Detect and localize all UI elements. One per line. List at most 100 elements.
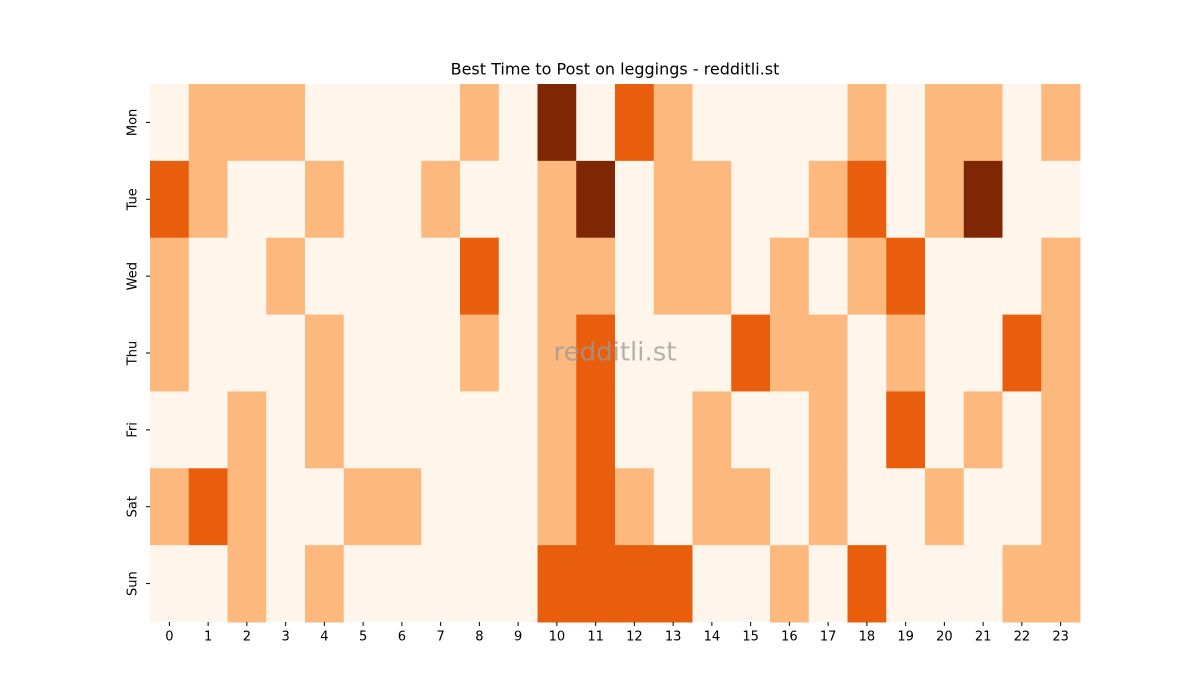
x-tick-label: 1	[204, 630, 212, 645]
heatmap-cell	[150, 237, 190, 316]
heatmap-cell	[847, 468, 887, 546]
heatmap-cell	[847, 237, 887, 316]
heatmap-cell	[963, 391, 1003, 469]
heatmap-cell	[731, 237, 771, 316]
heatmap-cell	[770, 391, 810, 469]
heatmap-cell	[188, 237, 228, 316]
heatmap-cell	[808, 160, 848, 239]
heatmap-cell	[1041, 545, 1081, 623]
heatmap-cell	[421, 84, 461, 162]
heatmap-cell	[537, 545, 577, 623]
heatmap-cell	[227, 545, 267, 623]
heatmap-cell	[692, 468, 732, 546]
heatmap-cell	[421, 237, 461, 316]
heatmap-cell	[653, 84, 693, 162]
heatmap-cell	[343, 391, 383, 469]
x-tick-label: 23	[1052, 630, 1069, 645]
heatmap-cell	[1002, 314, 1042, 392]
heatmap-cell	[266, 314, 306, 392]
heatmap-cell	[770, 237, 810, 316]
heatmap-cell	[808, 391, 848, 469]
heatmap-cell	[421, 314, 461, 392]
heatmap-cell	[227, 84, 267, 162]
heatmap-cell	[653, 545, 693, 623]
heatmap-cell	[576, 314, 616, 392]
heatmap-cell	[653, 468, 693, 546]
heatmap-cell	[847, 545, 887, 623]
x-tick-label: 12	[626, 630, 643, 645]
heatmap-cell	[731, 314, 771, 392]
heatmap-cell	[343, 160, 383, 239]
heatmap-cell	[1002, 545, 1042, 623]
heatmap-cell	[886, 237, 926, 316]
heatmap-cell	[460, 160, 500, 239]
heatmap-cell	[498, 314, 538, 392]
heatmap-cell	[537, 314, 577, 392]
x-tick-label: 22	[1014, 630, 1031, 645]
heatmap-cell	[227, 237, 267, 316]
heatmap-cell	[653, 160, 693, 239]
heatmap-cell	[731, 468, 771, 546]
heatmap-cell	[886, 314, 926, 392]
x-tick-label: 19	[897, 630, 914, 645]
x-tick-label: 6	[398, 630, 406, 645]
heatmap-cell	[1041, 391, 1081, 469]
heatmap-cell	[963, 160, 1003, 239]
heatmap-cell	[925, 468, 965, 546]
heatmap-cell	[343, 314, 383, 392]
heatmap-cell	[266, 468, 306, 546]
heatmap-cell	[692, 314, 732, 392]
heatmap-cell	[808, 237, 848, 316]
heatmap-cell	[421, 160, 461, 239]
heatmap-cell	[498, 160, 538, 239]
heatmap-cell	[343, 545, 383, 623]
heatmap-cell	[460, 237, 500, 316]
heatmap-cell	[421, 545, 461, 623]
heatmap-cell	[1041, 237, 1081, 316]
heatmap-cell	[460, 314, 500, 392]
heatmap-cell	[188, 545, 228, 623]
y-tick-label: Sat	[126, 496, 141, 517]
x-tick-label: 2	[243, 630, 251, 645]
heatmap-cell	[615, 84, 655, 162]
x-tick-label: 13	[665, 630, 682, 645]
heatmap-cell	[266, 545, 306, 623]
x-tick-label: 18	[859, 630, 876, 645]
heatmap-cell	[653, 314, 693, 392]
heatmap-cell	[808, 314, 848, 392]
heatmap-cell	[188, 468, 228, 546]
heatmap-cell	[963, 468, 1003, 546]
x-tick-label: 21	[975, 630, 992, 645]
heatmap-cell	[1002, 84, 1042, 162]
heatmap-cell	[576, 545, 616, 623]
y-tick-label: Fri	[126, 422, 141, 438]
heatmap-cell	[615, 468, 655, 546]
heatmap-cell	[576, 468, 616, 546]
heatmap-cell	[227, 160, 267, 239]
y-tick-label: Wed	[126, 262, 141, 290]
heatmap-cell	[731, 391, 771, 469]
x-tick-label: 3	[281, 630, 289, 645]
heatmap-cell	[266, 237, 306, 316]
heatmap-cell	[1002, 237, 1042, 316]
heatmap-cell	[770, 84, 810, 162]
heatmap-cell	[382, 545, 422, 623]
heatmap-cell	[615, 160, 655, 239]
heatmap-cell	[1041, 468, 1081, 546]
heatmap-cell	[498, 237, 538, 316]
heatmap-cell	[498, 391, 538, 469]
heatmap-cell	[537, 468, 577, 546]
heatmap-cell	[537, 160, 577, 239]
heatmap-cell	[847, 84, 887, 162]
heatmap-cell	[1041, 314, 1081, 392]
heatmap-cell	[963, 314, 1003, 392]
heatmap-cell	[150, 545, 190, 623]
heatmap-cell	[886, 391, 926, 469]
watermark: redditli.st	[554, 338, 677, 368]
heatmap-cell	[615, 237, 655, 316]
heatmap-cell	[576, 160, 616, 239]
x-tick-label: 20	[936, 630, 953, 645]
heatmap-cell	[382, 391, 422, 469]
